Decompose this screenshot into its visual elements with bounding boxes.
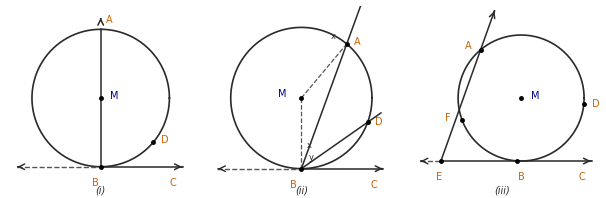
Text: C: C <box>170 178 176 188</box>
Text: y: y <box>308 153 313 162</box>
Text: B: B <box>92 178 98 188</box>
Text: C: C <box>370 180 378 190</box>
Text: B: B <box>290 180 297 190</box>
Text: (ii): (ii) <box>295 185 308 195</box>
Text: B: B <box>518 172 524 183</box>
Text: C: C <box>579 172 585 183</box>
Text: x: x <box>331 32 336 41</box>
Text: D: D <box>375 117 383 127</box>
Text: A: A <box>107 15 113 25</box>
Text: A: A <box>355 37 361 47</box>
Text: M: M <box>531 91 539 101</box>
Text: E: E <box>436 172 442 183</box>
Text: D: D <box>591 99 599 109</box>
Text: M: M <box>278 89 287 99</box>
Text: M: M <box>110 91 119 101</box>
Text: (i): (i) <box>96 185 106 195</box>
Text: (iii): (iii) <box>494 185 510 195</box>
Text: D: D <box>161 135 168 145</box>
Text: F: F <box>445 113 450 123</box>
Text: A: A <box>464 41 471 51</box>
Text: x: x <box>307 141 311 150</box>
